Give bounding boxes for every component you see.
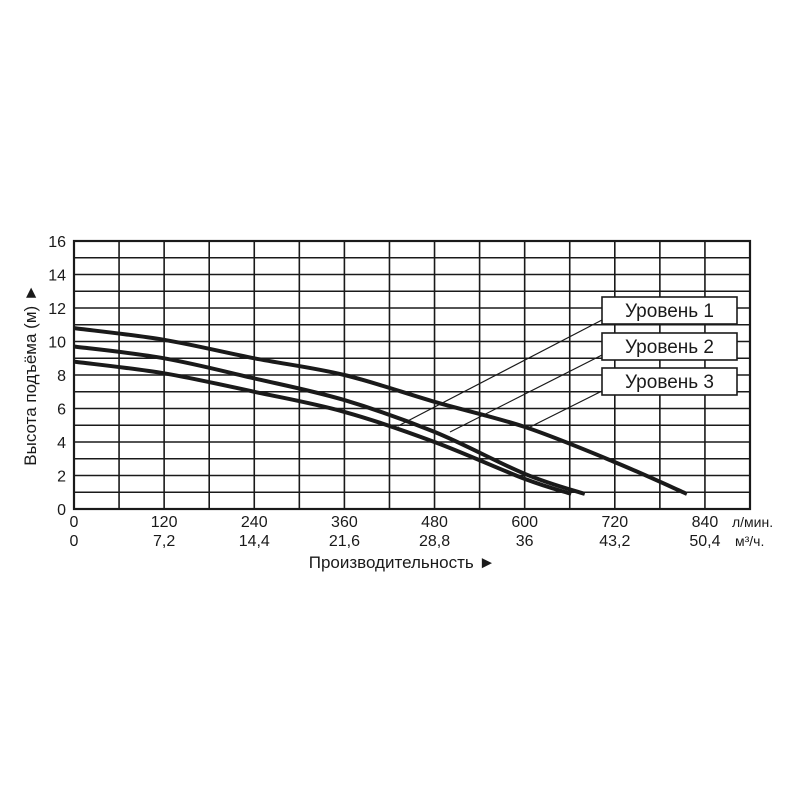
x-unit-m3h: м³/ч. [735,533,764,549]
y-tick-label: 12 [48,301,66,318]
x-tick-label-m3h: 28,8 [419,533,450,550]
x-tick-label-lmin: 480 [421,514,448,531]
x-axis-title: Производительность ► [309,553,496,572]
legend: Уровень 1 Уровень 2 Уровень 3 [601,296,738,396]
y-tick-label: 2 [57,469,66,486]
legend-box-level-3 [601,367,738,396]
y-tick-label: 8 [57,368,66,385]
y-axis-ticks: 0 2 4 6 8 10 12 14 16 [48,234,66,519]
x-tick-label-lmin: 120 [151,514,178,531]
leader-line-level-3 [527,390,603,429]
y-tick-label: 14 [48,268,66,285]
legend-box-level-1 [601,296,738,325]
y-tick-label: 0 [57,502,66,519]
curve-level-3 [73,359,572,496]
y-tick-label: 4 [57,435,66,452]
y-tick-label: 16 [48,234,66,251]
performance-curves [73,326,688,496]
y-axis-title: Высота подъёма (м) ► [21,284,40,465]
x-tick-label-m3h: 36 [516,533,534,550]
x-tick-label-m3h: 50,4 [689,533,720,550]
x-tick-label-m3h: 0 [70,533,79,550]
y-tick-label: 6 [57,402,66,419]
x-tick-label-m3h: 43,2 [599,533,630,550]
x-axis-ticks-m3h: 0 7,2 14,4 21,6 28,8 36 43,2 50,4 [70,533,721,550]
leader-line-level-2 [449,354,603,433]
x-axis-ticks-lmin: 0 120 240 360 480 600 720 840 [70,514,719,531]
x-tick-label-lmin: 840 [692,514,719,531]
legend-label-level-1: Уровень 1 [625,301,714,322]
y-tick-label: 10 [48,335,66,352]
x-tick-label-lmin: 720 [601,514,628,531]
x-tick-label-m3h: 21,6 [329,533,360,550]
x-unit-lmin: л/мин. [732,514,773,530]
x-tick-label-lmin: 0 [70,514,79,531]
x-tick-label-lmin: 360 [331,514,358,531]
legend-label-level-2: Уровень 2 [625,337,714,358]
legend-label-level-3: Уровень 3 [625,372,714,393]
x-tick-label-m3h: 7,2 [153,533,175,550]
x-tick-label-lmin: 240 [241,514,268,531]
curve-level-1 [73,326,688,496]
legend-leader-lines [397,319,603,433]
x-tick-label-m3h: 14,4 [239,533,270,550]
curve-level-2 [73,344,586,496]
legend-box-level-2 [601,332,738,361]
leader-line-level-1 [397,319,603,427]
x-tick-label-lmin: 600 [511,514,538,531]
plot-frame [72,239,752,511]
